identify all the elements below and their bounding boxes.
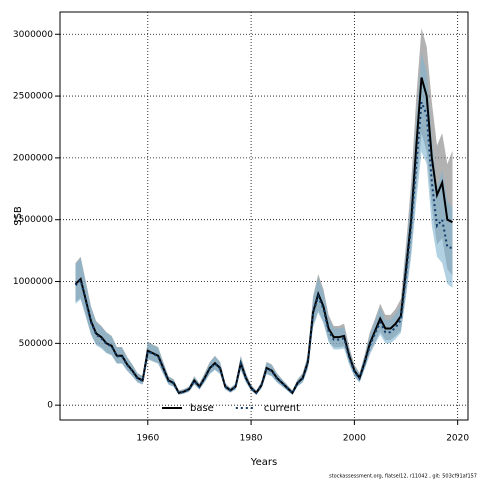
x-tick-label: 1980: [240, 434, 263, 444]
x-tick-label: 2000: [343, 434, 366, 444]
y-tick-label: 3000000: [13, 30, 53, 40]
y-tick-label: 1500000: [13, 215, 53, 225]
y-axis-label: SSB: [13, 206, 24, 226]
y-tick-label: 2500000: [13, 92, 53, 102]
y-tick-label: 500000: [19, 339, 54, 349]
x-axis-label: Years: [250, 457, 277, 468]
y-tick-label: 1000000: [13, 277, 53, 287]
legend-label: current: [264, 403, 300, 414]
x-tick-label: 1960: [136, 434, 159, 444]
footer: stockassessment.org, flatsel12, r11042 ,…: [329, 474, 477, 480]
y-tick-label: 2000000: [13, 153, 53, 163]
confidence-band: [75, 28, 453, 395]
series-line: [74, 101, 453, 395]
x-tick-label: 2020: [446, 434, 469, 444]
legend-label: base: [190, 403, 214, 414]
series-line: [74, 77, 453, 395]
plot-frame: [59, 11, 469, 421]
y-tick-label: 0: [47, 401, 53, 411]
